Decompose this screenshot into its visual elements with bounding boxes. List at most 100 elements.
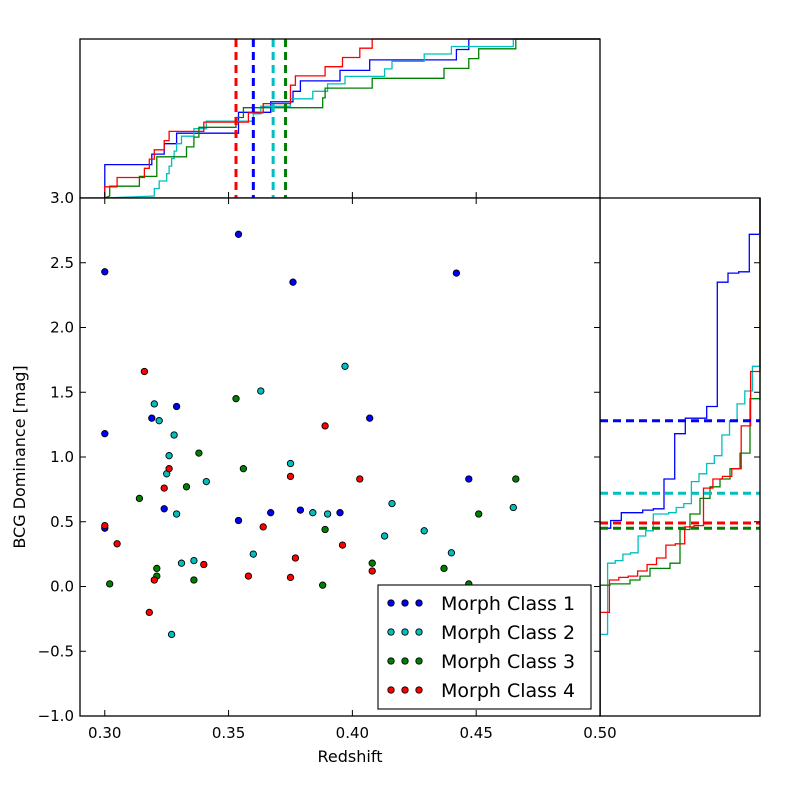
data-point-class1-13 xyxy=(366,414,374,422)
legend-marker-1 xyxy=(387,599,395,607)
legend-marker-4 xyxy=(401,686,409,694)
data-point-class2-4 xyxy=(165,452,173,460)
x-tick-label: 0.50 xyxy=(583,724,616,742)
top-cdf-line-3 xyxy=(104,38,600,199)
data-point-class4-16 xyxy=(356,475,364,483)
legend-marker-2 xyxy=(415,628,423,636)
data-point-class4-1 xyxy=(101,521,109,530)
x-tick-label: 0.30 xyxy=(88,724,121,742)
y-tick-label: 0.0 xyxy=(50,578,74,596)
data-point-class2-8 xyxy=(167,630,176,639)
data-point-class2-7 xyxy=(177,559,186,567)
data-point-class2-1 xyxy=(150,400,158,408)
y-tick-label: 2.5 xyxy=(50,254,74,272)
x-axis-title: Redshift xyxy=(318,747,383,766)
legend-marker-4 xyxy=(387,686,395,694)
y-axis-title: BCG Dominance [mag] xyxy=(10,365,29,548)
data-point-class3-3 xyxy=(153,564,161,573)
right-panel-frame xyxy=(599,197,761,717)
data-point-class3-6 xyxy=(190,576,198,584)
legend-box xyxy=(377,584,592,710)
data-point-class3-10 xyxy=(319,581,327,589)
data-point-class1-2 xyxy=(101,430,109,438)
y-tick-label: −1.0 xyxy=(38,707,74,725)
data-point-class3-9 xyxy=(239,465,248,473)
data-point-class1-14 xyxy=(452,269,461,277)
data-point-class2-14 xyxy=(309,509,317,517)
data-point-class1-1 xyxy=(101,268,109,276)
data-point-class1-7 xyxy=(234,230,243,238)
right-cdf-line-3 xyxy=(599,198,761,716)
data-point-class3-8 xyxy=(232,395,240,403)
legend-label-3: Morph Class 3 xyxy=(441,651,575,673)
top-cdf-line-1 xyxy=(104,38,600,198)
data-point-class2-12 xyxy=(257,387,265,395)
y-tick-label: −0.5 xyxy=(38,642,74,660)
x-tick-label: 0.40 xyxy=(336,724,369,742)
data-point-class1-5 xyxy=(172,402,181,411)
data-point-class4-8 xyxy=(200,560,208,569)
x-tick-label: 0.45 xyxy=(459,724,492,742)
y-tick-label: 1.5 xyxy=(50,383,74,401)
legend: Morph Class 1 Morph Class 2 Morph Class 3 M… xyxy=(377,584,592,710)
data-point-class4-13 xyxy=(291,554,300,562)
data-point-class2-20 xyxy=(447,549,456,557)
top-cdf-panel xyxy=(79,38,601,199)
right-cdf-line-1 xyxy=(599,198,761,716)
legend-marker-3 xyxy=(401,657,409,665)
data-point-class1-10 xyxy=(289,278,297,286)
data-point-class2-10 xyxy=(202,477,210,486)
data-point-class3-5 xyxy=(182,483,191,491)
data-point-class4-4 xyxy=(145,608,153,617)
data-point-class4-12 xyxy=(286,472,295,481)
data-point-class4-6 xyxy=(160,484,168,492)
legend-label-1: Morph Class 1 xyxy=(441,593,575,615)
top-panel-frame xyxy=(79,38,601,199)
legend-label-2: Morph Class 2 xyxy=(441,622,575,644)
data-point-class4-9 xyxy=(244,572,253,580)
data-point-class2-11 xyxy=(249,550,257,558)
data-point-class2-9 xyxy=(190,556,198,565)
legend-marker-3 xyxy=(415,657,423,665)
data-point-class2-13 xyxy=(286,459,295,468)
data-point-class2-6 xyxy=(172,510,181,518)
data-point-class2-21 xyxy=(509,503,517,512)
legend-label-4: Morph Class 4 xyxy=(441,680,575,702)
data-point-class2-18 xyxy=(388,499,396,508)
legend-marker-2 xyxy=(387,628,395,636)
data-point-class4-10 xyxy=(259,523,267,531)
data-point-class4-11 xyxy=(286,573,295,582)
data-point-class3-7 xyxy=(195,449,203,457)
data-point-class3-16 xyxy=(512,475,520,483)
y-tick-label: 1.0 xyxy=(50,448,74,466)
right-cdf-line-4 xyxy=(599,198,761,716)
data-point-class4-7 xyxy=(165,465,173,473)
x-tick-label: 0.35 xyxy=(212,724,245,742)
data-point-class1-15 xyxy=(465,475,473,483)
data-point-class4-2 xyxy=(113,540,121,548)
data-point-class1-8 xyxy=(234,516,243,525)
data-point-class2-19 xyxy=(420,527,428,535)
data-point-class2-17 xyxy=(380,532,389,540)
data-point-class4-5 xyxy=(150,576,158,584)
y-tick-label: 0.5 xyxy=(50,513,74,531)
data-point-class4-14 xyxy=(321,422,329,430)
data-point-class1-6 xyxy=(160,505,168,513)
data-point-class3-15 xyxy=(475,510,483,518)
top-cdf-line-4 xyxy=(104,38,600,198)
data-point-class3-12 xyxy=(368,559,376,567)
top-cdf-line-2 xyxy=(104,38,600,199)
data-point-class4-15 xyxy=(338,541,347,549)
data-point-class2-16 xyxy=(341,362,349,370)
right-cdf-panel xyxy=(599,197,761,717)
data-point-class1-9 xyxy=(267,509,275,517)
data-point-class4-3 xyxy=(140,367,149,376)
data-point-class2-15 xyxy=(323,510,332,518)
legend-marker-1 xyxy=(415,599,423,607)
scatter-panel-frame xyxy=(79,197,601,717)
data-point-class3-13 xyxy=(440,564,448,573)
data-point-class1-11 xyxy=(296,506,305,514)
y-tick-label: 2.0 xyxy=(50,319,74,337)
data-point-class1-4 xyxy=(148,414,156,422)
